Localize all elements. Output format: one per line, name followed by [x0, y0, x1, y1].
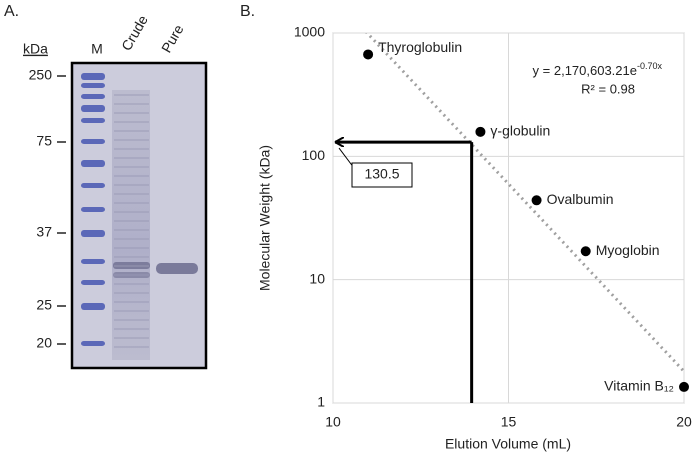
point-label: Myoglobin [596, 242, 660, 258]
annotation-box [351, 162, 413, 188]
marker-label: 75 [36, 133, 52, 149]
marker-band [81, 303, 105, 310]
r-squared: R² = 0.98 [581, 81, 635, 96]
marker-band [81, 280, 105, 285]
point-label: γ-globulin [490, 123, 550, 139]
marker-band [81, 160, 105, 167]
x-axis-label: Elution Volume (mL) [445, 436, 571, 452]
point-label: Ovalbumin [547, 191, 614, 207]
marker-band [81, 94, 105, 99]
panel-label: B. [240, 3, 255, 20]
crude-lane [112, 90, 150, 360]
band [156, 263, 198, 274]
equation-exponent: -0.70x [637, 61, 663, 71]
marker-band [81, 73, 105, 80]
y-tick-label: 1 [317, 394, 325, 410]
equation-base: y = 2,170,603.21e [533, 63, 637, 78]
y-tick-label: 100 [302, 147, 326, 163]
lane-label: M [91, 41, 103, 57]
marker-band [81, 230, 105, 237]
marker-band [81, 341, 105, 346]
x-tick-label: 20 [676, 414, 692, 430]
marker-label: 25 [36, 297, 52, 313]
x-tick-label: 15 [501, 414, 517, 430]
data-point [531, 195, 542, 206]
x-tick-label: 10 [325, 414, 341, 430]
gel-panel: A. kDa M Crude Pure 250 75 37 25 20 [4, 3, 208, 370]
trendline-equation: y = 2,170,603.21e-0.70x [533, 61, 663, 78]
lane-label: Pure [158, 22, 187, 56]
marker-label: 20 [36, 335, 52, 351]
lane-label: Crude [118, 12, 151, 53]
marker-band [81, 259, 105, 264]
point-label: Thyroglobulin [378, 39, 462, 55]
annotation-label: 130.5 [364, 166, 399, 182]
marker-label: 37 [36, 224, 52, 240]
marker-band [81, 83, 105, 88]
trendline [365, 33, 684, 373]
marker-band [81, 139, 105, 144]
marker-label: 250 [29, 67, 53, 83]
data-point [475, 126, 486, 137]
data-point [363, 49, 374, 60]
marker-band [81, 105, 105, 112]
y-tick-label: 1000 [294, 24, 325, 40]
data-point [679, 381, 689, 392]
marker-band [81, 183, 105, 188]
marker-band [81, 207, 105, 212]
panel-label: A. [4, 3, 19, 20]
y-axis-label: Molecular Weight (kDa) [257, 145, 273, 291]
point-label: Vitamin B₁₂ [604, 378, 674, 394]
y-tick-label: 10 [309, 270, 325, 286]
unit-label: kDa [23, 41, 48, 57]
marker-band [81, 118, 105, 123]
data-point [580, 246, 591, 257]
